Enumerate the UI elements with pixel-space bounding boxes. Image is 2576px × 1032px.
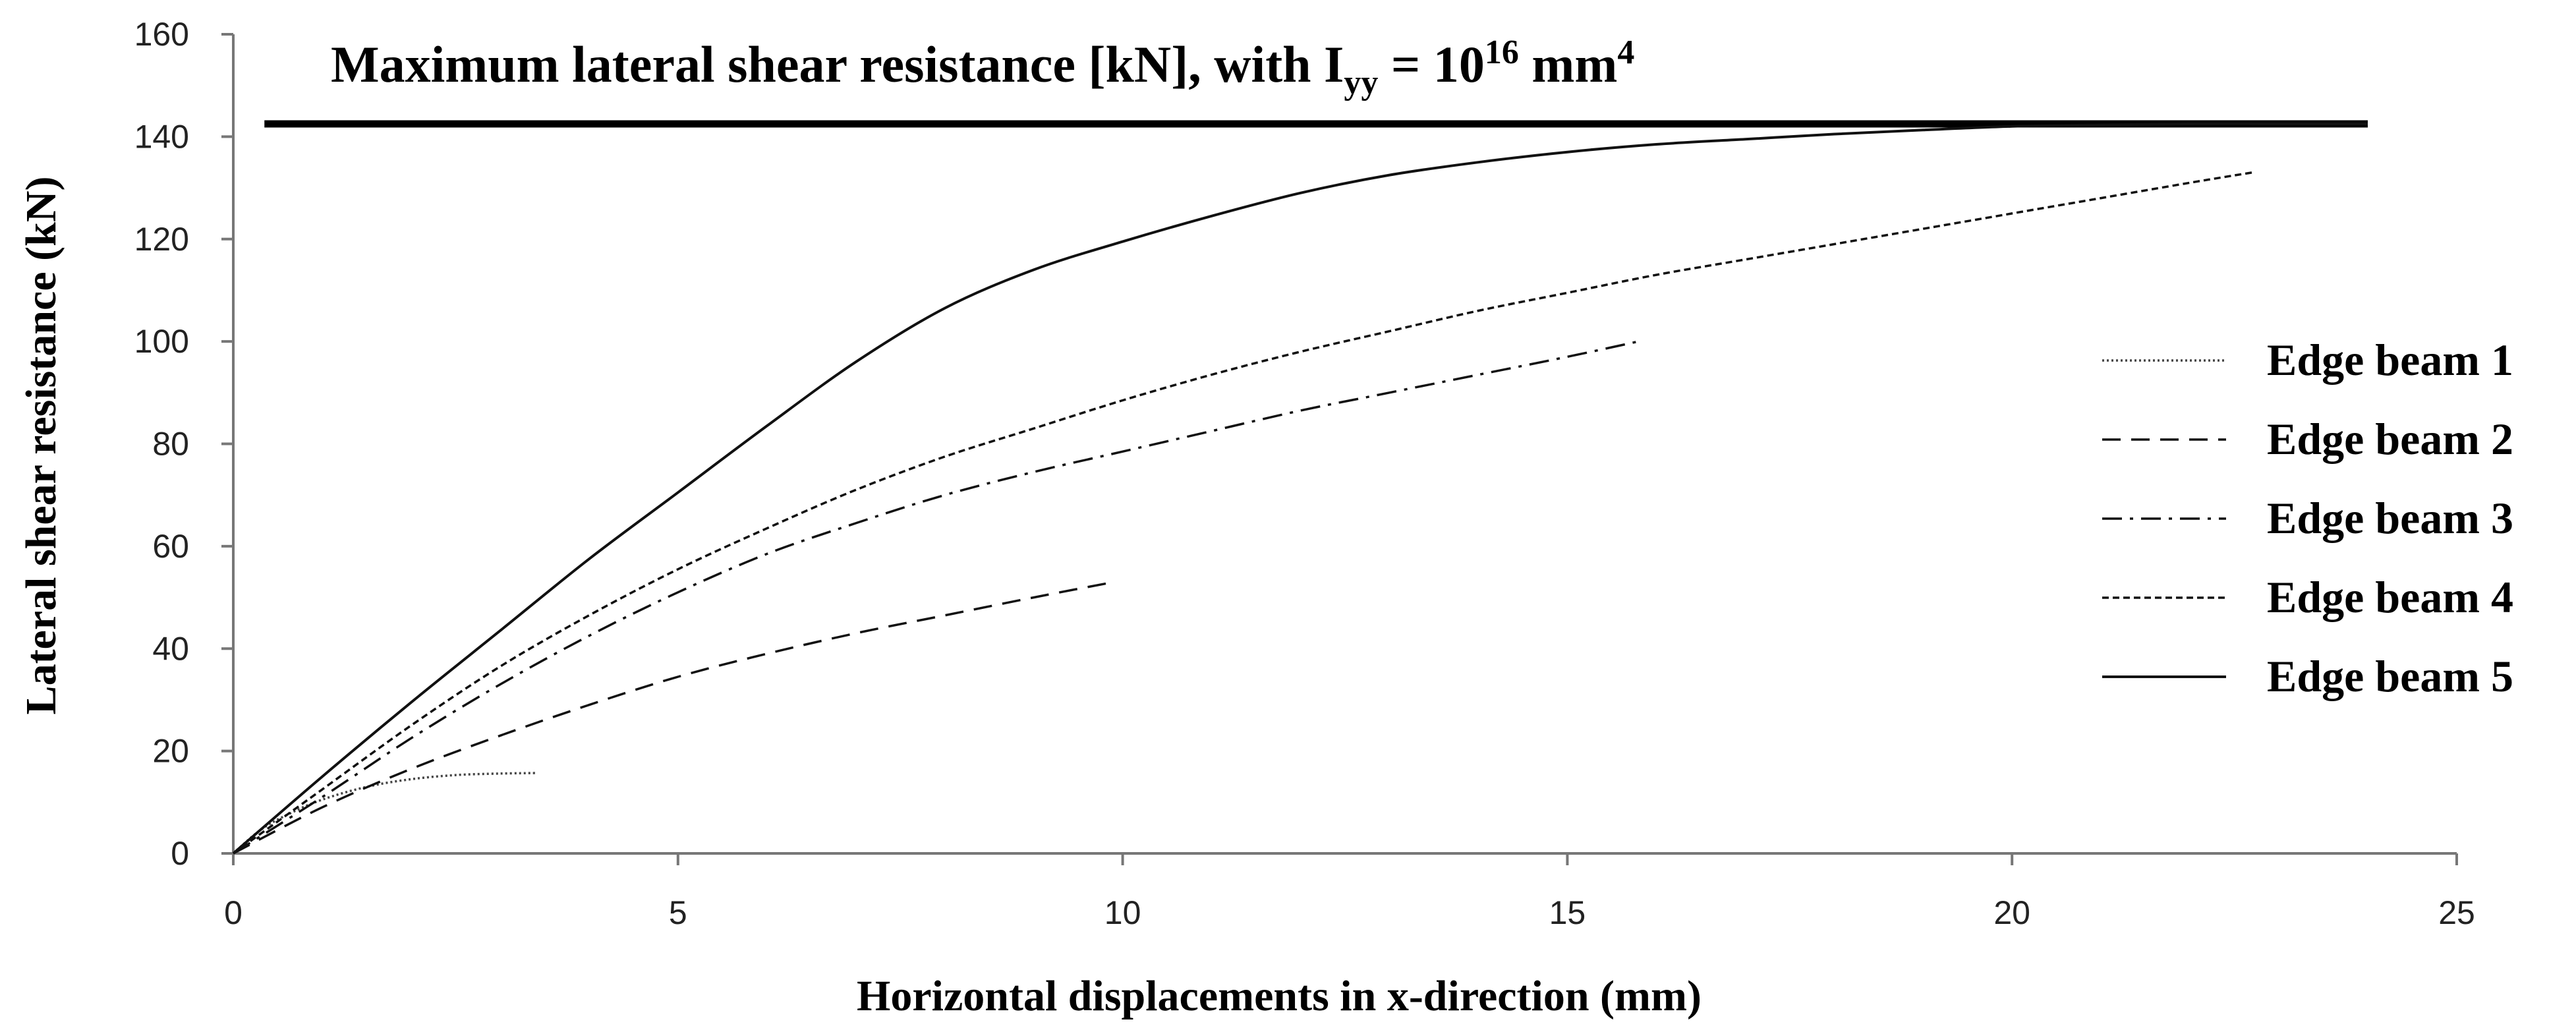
series-line-edge-beam-3	[233, 340, 1639, 855]
chart-title-main: Maximum lateral shear resistance [kN], w…	[331, 36, 1344, 93]
x-tick-label: 20	[1993, 894, 2030, 931]
chart-title: Maximum lateral shear resistance [kN], w…	[331, 34, 1634, 101]
y-tick-label: 120	[134, 221, 189, 258]
chart-title-middle: = 10	[1378, 36, 1484, 93]
x-tick-label: 5	[669, 894, 687, 931]
x-axis-title: Horizontal displacements in x-direction …	[857, 972, 1702, 1020]
series-line-edge-beam-1	[232, 772, 536, 855]
chart-title-sub: yy	[1344, 64, 1378, 101]
y-tick-label: 20	[152, 733, 189, 770]
legend-label-edge-beam-2: Edge beam 2	[2267, 414, 2513, 464]
y-tick-label: 60	[152, 528, 189, 565]
y-tick-label: 140	[134, 118, 189, 155]
chart-title-unit: mm	[1519, 36, 1617, 93]
legend-label-edge-beam-3: Edge beam 3	[2267, 493, 2513, 543]
series-line-edge-beam-5	[232, 122, 2368, 855]
legend: Edge beam 1 Edge beam 2 Edge beam 3 Edge be…	[2102, 335, 2513, 701]
x-tick-label: 0	[224, 894, 243, 931]
y-tick-label: 160	[134, 16, 189, 53]
series-line-edge-beam-2	[233, 581, 1114, 855]
legend-label-edge-beam-1: Edge beam 1	[2267, 335, 2513, 385]
y-ticks: 0 20 40 60 80 100 120 140 160	[134, 16, 233, 872]
chart-title-sup2: 4	[1617, 34, 1634, 71]
x-tick-label: 10	[1104, 894, 1141, 931]
y-tick-label: 100	[134, 323, 189, 360]
series-group	[232, 122, 2368, 855]
x-tick-label: 15	[1549, 894, 1586, 931]
chart-title-sup1: 16	[1485, 34, 1519, 71]
legend-label-edge-beam-4: Edge beam 4	[2267, 572, 2513, 622]
y-tick-label: 80	[152, 426, 189, 463]
series-line-edge-beam-4	[232, 171, 2252, 855]
x-tick-label: 25	[2438, 894, 2475, 931]
axes	[232, 34, 2457, 855]
y-axis-title: Lateral shear resistance (kN)	[17, 177, 65, 715]
legend-label-edge-beam-5: Edge beam 5	[2267, 651, 2513, 701]
y-tick-label: 40	[152, 630, 189, 667]
y-tick-label: 0	[171, 835, 189, 872]
x-ticks: 0 5 10 15 20 25	[224, 853, 2475, 931]
